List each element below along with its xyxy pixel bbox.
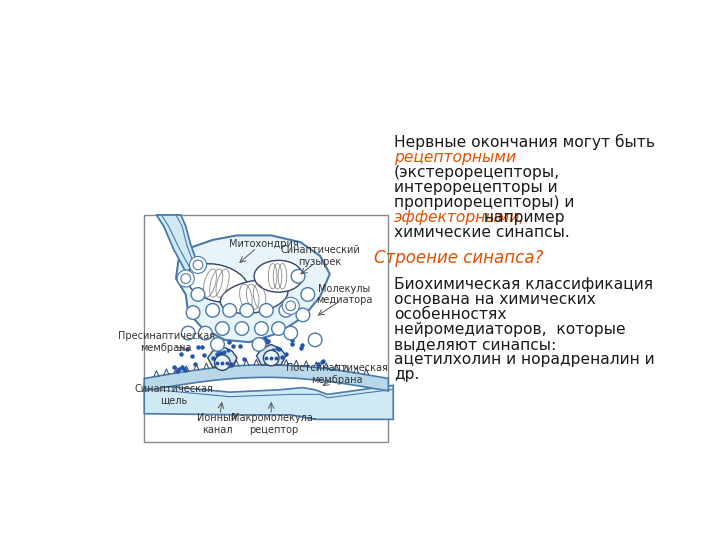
Polygon shape — [156, 215, 198, 272]
Text: особенностях: особенностях — [394, 307, 507, 322]
Text: эффекторными,: эффекторными, — [394, 210, 526, 225]
Ellipse shape — [220, 280, 288, 313]
Ellipse shape — [186, 264, 248, 302]
Circle shape — [240, 303, 253, 317]
Text: выделяют синапсы:: выделяют синапсы: — [394, 337, 557, 352]
Text: Синаптический
пузырек: Синаптический пузырек — [280, 245, 360, 267]
Text: Строение синапса?: Строение синапса? — [374, 248, 543, 267]
Circle shape — [199, 326, 212, 340]
Polygon shape — [144, 384, 393, 420]
Text: Митохондрия: Митохондрия — [229, 239, 299, 249]
Text: Макромолекула-
рецептор: Макромолекула- рецептор — [231, 413, 316, 435]
Text: Синаптическая
щель: Синаптическая щель — [134, 383, 213, 405]
Circle shape — [259, 303, 273, 317]
Text: ацетилхолин и норадреналин и: ацетилхолин и норадреналин и — [394, 352, 654, 367]
Text: рецепторными: рецепторными — [394, 150, 516, 165]
Circle shape — [223, 303, 237, 317]
Text: Нервные окончания могут быть: Нервные окончания могут быть — [394, 133, 655, 150]
Circle shape — [296, 308, 310, 322]
Circle shape — [291, 269, 305, 283]
Circle shape — [211, 338, 225, 351]
Polygon shape — [208, 347, 237, 367]
Circle shape — [252, 338, 266, 351]
Circle shape — [279, 303, 292, 317]
Circle shape — [271, 322, 285, 335]
Text: Ионный
канал: Ионный канал — [197, 413, 238, 435]
Polygon shape — [256, 345, 286, 365]
Polygon shape — [176, 235, 330, 342]
Circle shape — [191, 288, 204, 301]
Text: Биохимическая классификация: Биохимическая классификация — [394, 277, 653, 292]
Text: Пресинаптическая
мембрана: Пресинаптическая мембрана — [117, 332, 215, 353]
Polygon shape — [144, 365, 388, 391]
Circle shape — [282, 298, 300, 314]
Circle shape — [189, 256, 207, 273]
Circle shape — [181, 326, 195, 340]
Ellipse shape — [254, 260, 303, 292]
Circle shape — [215, 322, 229, 335]
Circle shape — [255, 322, 269, 335]
Circle shape — [301, 288, 315, 301]
Text: др.: др. — [394, 367, 420, 382]
Bar — [144, 215, 388, 442]
Circle shape — [186, 306, 200, 320]
Circle shape — [215, 355, 230, 370]
Text: например: например — [480, 210, 565, 225]
Circle shape — [177, 270, 194, 287]
Circle shape — [264, 350, 279, 366]
Text: Постсинаптическая
мембрана: Постсинаптическая мембрана — [286, 363, 388, 385]
Text: проприорецепторы) и: проприорецепторы) и — [394, 195, 575, 211]
Circle shape — [284, 326, 297, 340]
Text: интерорецепторы и: интерорецепторы и — [394, 180, 558, 195]
Text: (экстерорецепторы,: (экстерорецепторы, — [394, 165, 560, 180]
Text: Молекулы
медиатора: Молекулы медиатора — [316, 284, 373, 305]
Circle shape — [308, 333, 322, 347]
Text: химические синапсы.: химические синапсы. — [394, 225, 570, 240]
Circle shape — [206, 303, 220, 317]
Text: основана на химических: основана на химических — [394, 292, 596, 307]
Text: нейромедиаторов,  которые: нейромедиаторов, которые — [394, 322, 626, 337]
Circle shape — [235, 322, 248, 335]
